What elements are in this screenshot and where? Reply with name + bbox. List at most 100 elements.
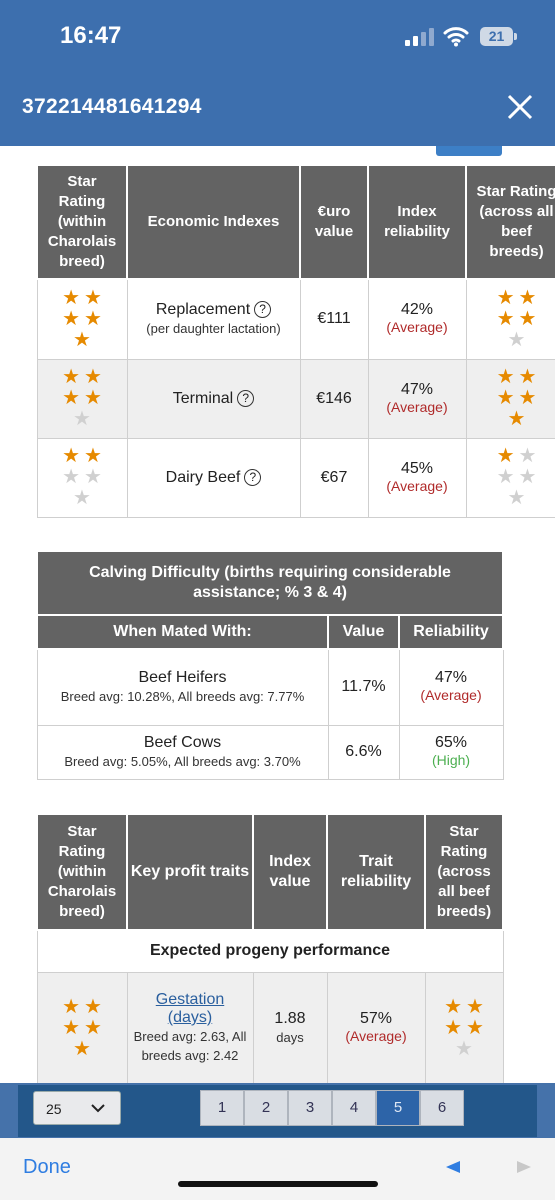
section-heading: Expected progeny performance <box>36 929 504 973</box>
star-empty-icon: ★ <box>73 408 91 430</box>
gestation-link[interactable]: Gestation (days) <box>155 991 225 1026</box>
star-empty-icon: ★ <box>507 328 526 351</box>
star-empty-icon: ★ <box>507 487 526 509</box>
chevron-down-icon <box>91 1104 105 1113</box>
euro-value: €111 <box>299 278 369 360</box>
next-arrow-icon[interactable] <box>515 1160 533 1174</box>
star-filled-icon: ★ <box>518 286 537 309</box>
reliability-value: 42% <box>400 301 434 319</box>
index-unit: days <box>276 1029 304 1045</box>
star-empty-icon: ★ <box>62 466 80 488</box>
col-star-within: Star Rating (within Charolais breed) <box>36 813 128 931</box>
star-filled-icon: ★ <box>496 366 515 388</box>
calving-value: 11.7% <box>327 648 400 726</box>
wifi-icon <box>443 27 469 47</box>
index-note: (per daughter lactation) <box>146 320 281 336</box>
page-button-5[interactable]: 5 <box>376 1090 420 1126</box>
index-value: 1.88 <box>274 1009 306 1027</box>
col-reliability: Reliability <box>397 614 505 650</box>
col-economic-indexes: Economic Indexes <box>126 164 301 280</box>
help-icon[interactable]: ? <box>254 300 272 318</box>
breed-avg-note: Breed avg: 2.63, All breeds avg: 2.42 <box>133 1029 247 1063</box>
star-rating-within: ★ ★ ★ ★ ★ <box>58 288 106 351</box>
help-icon[interactable]: ? <box>237 389 255 407</box>
reliability-label: (Average) <box>420 687 482 704</box>
star-filled-icon: ★ <box>84 286 102 309</box>
star-filled-icon: ★ <box>84 307 102 330</box>
reliability-label: (High) <box>431 752 471 768</box>
star-filled-icon: ★ <box>73 1037 91 1060</box>
table-row: ★ ★ ★ ★ ★ Dairy Beef? €67 45% (Average) ★ ★ ★ ★ ★ <box>36 437 555 518</box>
calving-difficulty-table: Calving Difficulty (births requiring con… <box>35 550 505 780</box>
status-bar: 16:47 21 <box>0 0 555 68</box>
col-index-value: Index value <box>252 813 328 931</box>
col-value: Value <box>327 614 400 650</box>
page-title: 372214481641294 <box>22 95 202 118</box>
col-star-within: Star Rating (within Charolais breed) <box>36 164 128 280</box>
table-row: ★ ★ ★ ★ ★ Replacement? (per daughter lactatio… <box>36 278 555 360</box>
star-empty-icon: ★ <box>496 466 515 488</box>
blue-tab-edge <box>436 146 502 156</box>
star-rating-across: ★ ★ ★ ★ ★ <box>493 288 541 351</box>
star-empty-icon: ★ <box>73 487 91 509</box>
page-button-3[interactable]: 3 <box>288 1090 332 1126</box>
page-button-2[interactable]: 2 <box>244 1090 288 1126</box>
done-button[interactable]: Done <box>23 1156 71 1178</box>
star-filled-icon: ★ <box>518 366 537 388</box>
page-button-4[interactable]: 4 <box>332 1090 376 1126</box>
star-filled-icon: ★ <box>62 445 80 467</box>
calving-title: Calving Difficulty (births requiring con… <box>35 550 505 616</box>
reliability-label: (Average) <box>386 319 448 336</box>
mate-type: Beef Cows <box>143 733 222 751</box>
star-filled-icon: ★ <box>518 307 537 330</box>
breed-avg-note: Breed avg: 10.28%, All breeds avg: 7.77% <box>60 688 305 704</box>
star-filled-icon: ★ <box>62 995 80 1018</box>
star-filled-icon: ★ <box>84 445 102 467</box>
reliability-label: (Average) <box>345 1028 407 1044</box>
col-star-across: Star Rating (across all beef breeds) <box>465 164 555 280</box>
reliability-value: 47% <box>400 380 434 398</box>
page-size-select[interactable]: 25 <box>33 1091 121 1125</box>
star-filled-icon: ★ <box>62 366 80 388</box>
reliability-label: (Average) <box>386 477 448 494</box>
browser-toolbar: Done <box>0 1138 555 1200</box>
close-icon[interactable] <box>505 92 535 122</box>
star-filled-icon: ★ <box>444 1016 462 1039</box>
star-empty-icon: ★ <box>84 466 102 488</box>
euro-value: €146 <box>299 358 369 439</box>
battery-icon: 21 <box>480 27 513 46</box>
col-euro-value: €uro value <box>299 164 369 280</box>
reliability-label: (Average) <box>386 398 448 415</box>
index-name: Dairy Beef <box>165 468 241 486</box>
calving-value: 6.6% <box>327 724 400 780</box>
app-header: 372214481641294 <box>0 68 555 146</box>
star-rating-across: ★ ★ ★ ★ ★ <box>440 997 488 1060</box>
star-rating-across: ★ ★ ★ ★ ★ <box>493 446 541 509</box>
scroll-content[interactable]: Star Rating (within Charolais breed) Eco… <box>0 146 555 1086</box>
star-filled-icon: ★ <box>496 445 515 467</box>
star-filled-icon: ★ <box>62 286 80 309</box>
signal-icon <box>405 28 434 46</box>
star-filled-icon: ★ <box>466 995 484 1018</box>
economic-index-table: Star Rating (within Charolais breed) Eco… <box>36 164 555 518</box>
table-row: ★ ★ ★ ★ ★ Terminal? €146 47% (Average) ★ ★ ★ ★ ★ <box>36 358 555 439</box>
star-empty-icon: ★ <box>455 1037 473 1060</box>
page-button-1[interactable]: 1 <box>200 1090 244 1126</box>
breed-avg-note: Breed avg: 5.05%, All breeds avg: 3.70% <box>64 753 301 769</box>
reliability-value: 47% <box>435 669 468 687</box>
star-rating-across: ★ ★ ★ ★ ★ <box>493 367 541 430</box>
star-filled-icon: ★ <box>518 387 537 409</box>
previous-arrow-icon[interactable] <box>444 1160 462 1174</box>
help-icon[interactable]: ? <box>244 468 262 486</box>
col-index-reliability: Index reliability <box>367 164 467 280</box>
page-button-6[interactable]: 6 <box>420 1090 464 1126</box>
table-row: Beef Cows Breed avg: 5.05%, All breeds av… <box>36 724 504 780</box>
star-filled-icon: ★ <box>84 366 102 388</box>
star-filled-icon: ★ <box>84 995 102 1018</box>
star-filled-icon: ★ <box>444 995 462 1018</box>
col-star-across: Star Rating (across all beef breeds) <box>424 813 504 931</box>
star-rating-within: ★ ★ ★ ★ ★ <box>58 997 106 1060</box>
euro-value: €67 <box>299 437 369 518</box>
key-profit-traits-table: Star Rating (within Charolais breed) Key… <box>36 813 504 1085</box>
star-filled-icon: ★ <box>496 387 515 409</box>
